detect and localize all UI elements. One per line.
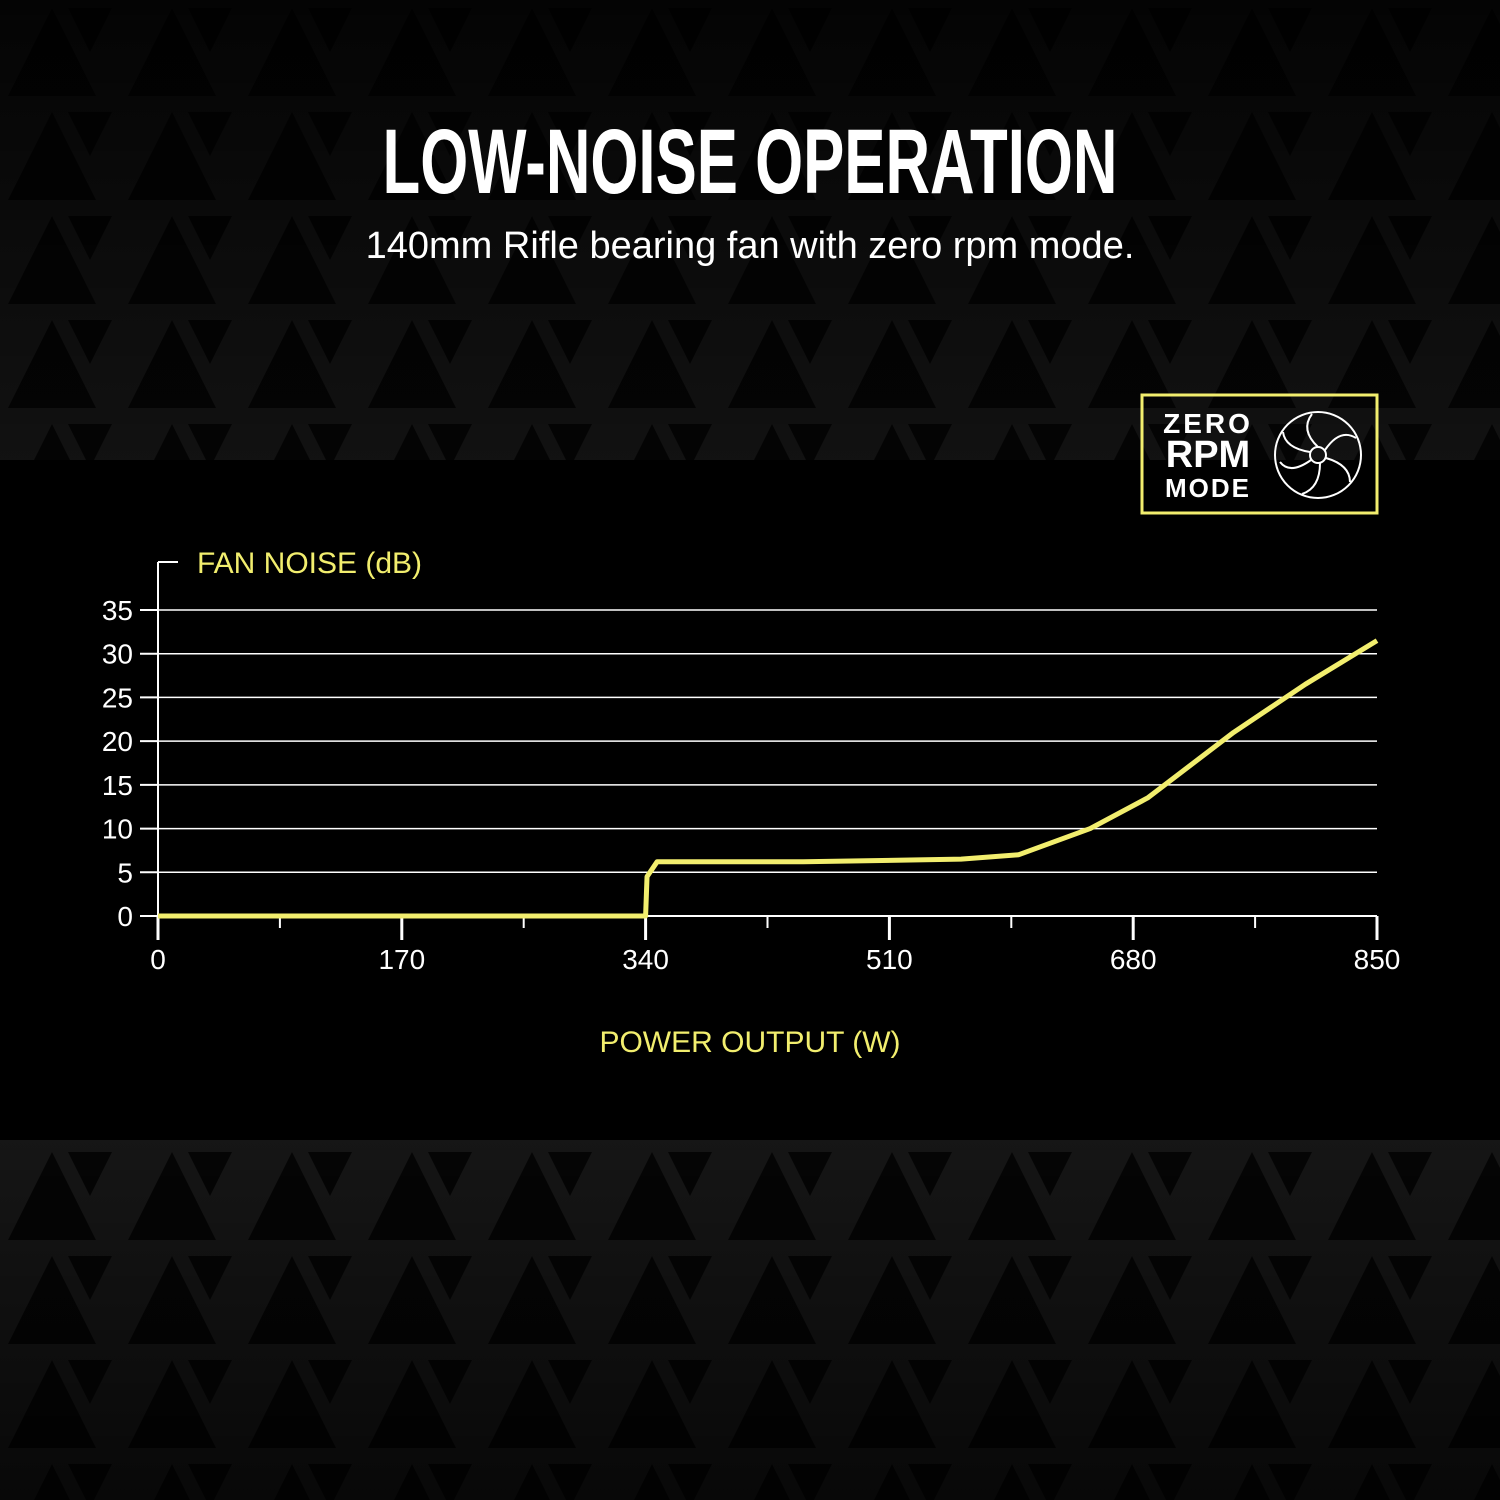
- y-tick-label: 15: [102, 770, 133, 801]
- background-shade: [0, 1140, 1500, 1500]
- fan-icon: [1274, 411, 1362, 499]
- x-tick-label: 510: [866, 944, 913, 975]
- y-tick-label: 30: [102, 639, 133, 670]
- x-tick-label: 340: [622, 944, 669, 975]
- y-tick-label: 20: [102, 726, 133, 757]
- y-tick-label: 5: [117, 857, 133, 888]
- badge-text: ZERO: [1163, 408, 1253, 439]
- background-shade: [0, 0, 1500, 460]
- x-tick-label: 680: [1110, 944, 1157, 975]
- badge-text: MODE: [1165, 473, 1251, 503]
- subtitle: 140mm Rifle bearing fan with zero rpm mo…: [366, 225, 1135, 267]
- y-tick-label: 25: [102, 682, 133, 713]
- x-tick-label: 170: [378, 944, 425, 975]
- badge: ZERO RPM MODE: [1140, 393, 1379, 515]
- title: LOW-NOISE OPERATION: [383, 111, 1118, 213]
- data-line: [158, 638, 1379, 919]
- x-axis-label: POWER OUTPUT (W): [599, 1026, 900, 1059]
- y-axis-label: FAN NOISE (dB): [197, 547, 422, 580]
- y-tick-label: 0: [117, 901, 133, 932]
- x-tick-label: 850: [1354, 944, 1401, 975]
- y-tick-label: 35: [102, 595, 133, 626]
- y-tick-label: 10: [102, 814, 133, 845]
- x-tick-label: 0: [150, 944, 166, 975]
- badge-frame: [1140, 393, 1379, 515]
- badge-text: RPM: [1166, 434, 1250, 476]
